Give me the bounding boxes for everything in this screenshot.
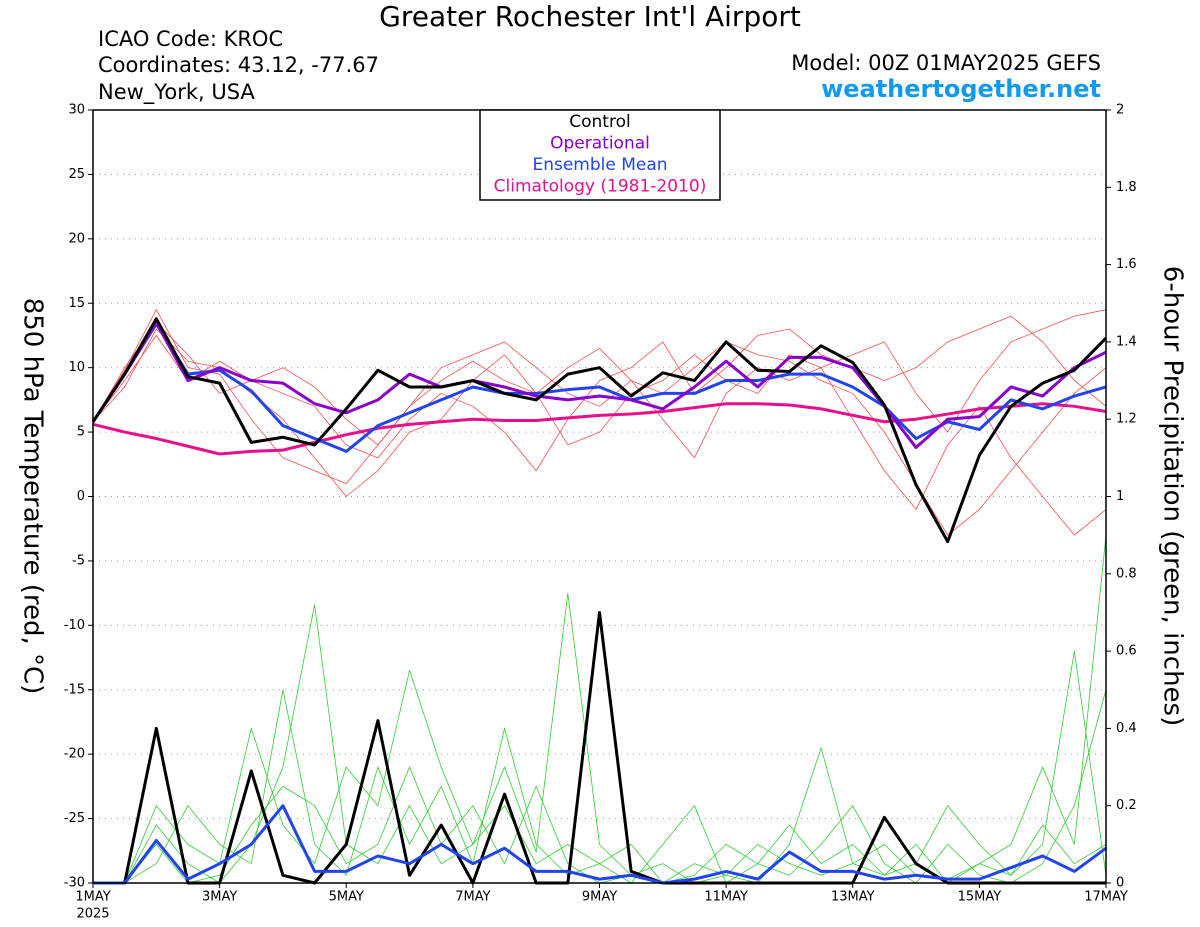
y2-tick-label: 0.4: [1116, 721, 1137, 736]
plot-frame: [92, 109, 1107, 884]
y2-tick-label: 2: [1116, 103, 1124, 118]
series-line: [91, 317, 1108, 544]
member-line: [93, 535, 1107, 884]
y-tick-label: 5: [77, 425, 85, 440]
x-tick-label: 5MAY: [329, 890, 364, 905]
y-tick-label: -20: [64, 747, 85, 762]
member-line: [92, 309, 1107, 459]
member-line: [93, 592, 1107, 884]
station-info: ICAO Code: KROC: [98, 27, 283, 51]
x-tick-label: 13MAY: [831, 890, 875, 905]
y2-tick-label: 1.2: [1116, 412, 1137, 427]
y-tick-label: 10: [68, 360, 85, 375]
legend-entry: Operational: [550, 134, 650, 154]
y2-tick-label: 0.2: [1116, 798, 1137, 813]
y-tick-label: 25: [68, 167, 85, 182]
y-axis-label: 850 hPa Temperature (red, °C): [18, 298, 48, 695]
y-tick-label: -15: [64, 682, 85, 697]
y2-tick-label: 0.6: [1116, 644, 1137, 659]
x-tick-label: 17MAY: [1084, 890, 1128, 905]
y2-tick-label: 1.4: [1116, 334, 1137, 349]
y2-tick-label: 1.8: [1116, 180, 1137, 195]
member-line: [93, 689, 1107, 884]
y-tick-label: -30: [64, 876, 85, 891]
member-line: [93, 670, 1107, 884]
legend-entry: Ensemble Mean: [532, 155, 667, 175]
legend-box: [479, 109, 721, 201]
model-info: Model: 00Z 01MAY2025 GEFS: [791, 51, 1101, 75]
series-line: [93, 804, 1107, 885]
y-tick-label: -10: [64, 618, 85, 633]
legend-entry: Climatology (1981-2010): [494, 177, 707, 197]
station-info: Coordinates: 43.12, -77.67: [98, 53, 379, 77]
chart-title: Greater Rochester Int'l Airport: [379, 0, 801, 33]
y-tick-label: -5: [72, 553, 85, 568]
x-tick-label: 7MAY: [455, 890, 490, 905]
x-tick-label: 1MAY: [75, 890, 110, 905]
station-info: New_York, USA: [98, 80, 255, 105]
x-tick-label: 15MAY: [958, 890, 1002, 905]
x-tick-label: 3MAY: [202, 890, 237, 905]
member-line: [92, 315, 1107, 472]
series-line: [92, 402, 1107, 456]
x-tick-label: 11MAY: [704, 890, 748, 905]
y-tick-label: 30: [68, 103, 85, 118]
legend-entry: Control: [569, 112, 630, 132]
x-tick-label: 9MAY: [582, 890, 617, 905]
source: weathertogether.net: [821, 75, 1101, 103]
y2-tick-label: 0: [1116, 876, 1124, 891]
y2-tick-label: 0.8: [1116, 566, 1137, 581]
y-tick-label: 20: [68, 231, 85, 246]
x-year: 2025: [76, 907, 109, 922]
y-tick-label: 15: [68, 296, 85, 311]
y2-tick-label: 1: [1116, 489, 1124, 504]
y2-axis-label: 6-hour Precipitation (green, inches): [1158, 266, 1188, 726]
y-tick-label: -25: [64, 811, 85, 826]
series-line: [91, 321, 1107, 450]
member-line: [92, 309, 1107, 536]
y-tick-label: 0: [77, 489, 85, 504]
y2-tick-label: 1.6: [1116, 257, 1137, 272]
